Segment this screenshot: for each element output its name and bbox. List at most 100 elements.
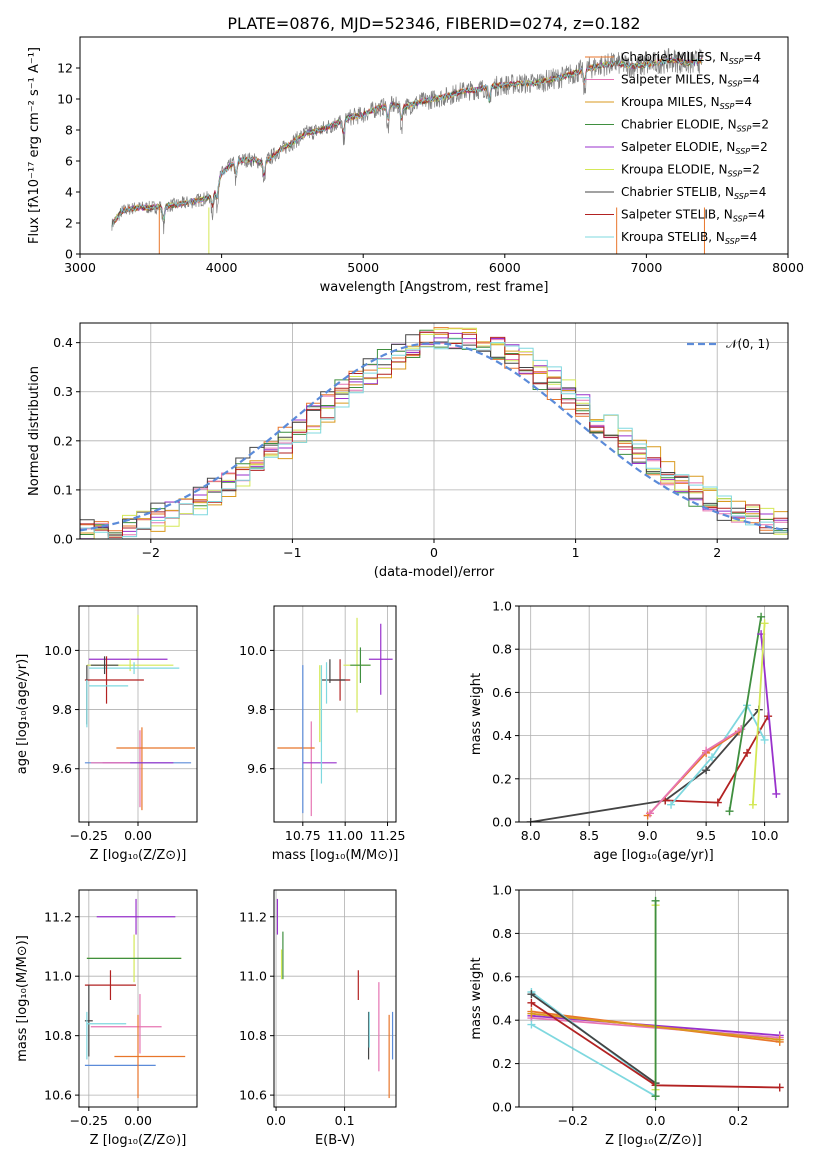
y-tick-label: 0.6 <box>492 969 512 984</box>
plus-marker <box>725 807 734 816</box>
axes-frame <box>78 889 198 1108</box>
plus-marker <box>527 1009 536 1018</box>
plot-area <box>111 48 705 254</box>
residual-histogram-panel: −2 −1 0 1 2 0.0 0.1 0.2 0.3 0.4 (data-model)/error… <box>27 322 789 580</box>
y-axis-label: Normed distribution <box>27 366 42 496</box>
x-tick-label: 0 <box>430 545 438 560</box>
x-tick-label: 11.25 <box>370 828 406 843</box>
plus-marker <box>713 798 722 807</box>
axes-frame <box>79 36 789 255</box>
plus-marker <box>748 800 757 809</box>
y-axis-label: mass weight <box>469 673 484 755</box>
axes-frame <box>518 889 789 1108</box>
y-tick-label: 10.8 <box>239 1028 267 1043</box>
series-line <box>752 623 766 805</box>
y-tick-label: 0.4 <box>53 335 73 350</box>
model-spectrum-line <box>111 57 703 228</box>
y-tick-label: 10.0 <box>239 643 267 658</box>
legend: Chabrier MILES, NSSP=4 Salpeter MILES, NS… <box>585 50 769 246</box>
plus-marker <box>760 619 769 628</box>
x-tick-label: 8.0 <box>521 828 541 843</box>
axes-frame <box>78 605 198 823</box>
y-tick-label: 1.0 <box>492 883 512 898</box>
age-weight-panel: 8.0 8.5 9.0 9.5 10.0 0.0 0.2 0.4 0.6 0.8 1.0 age [l… <box>469 599 789 863</box>
x-tick-label: 10.75 <box>285 828 321 843</box>
y-tick-label: 0 <box>65 247 73 262</box>
plus-marker <box>702 746 711 755</box>
series-line <box>670 703 766 806</box>
y-tick-label: 10.8 <box>44 1028 72 1043</box>
y-tick-label: 10.6 <box>239 1088 267 1103</box>
y-tick-label: 0.4 <box>492 728 512 743</box>
x-tick-label: 4000 <box>206 260 238 275</box>
metallicity-age-panel: −0.25 0.00 9.6 9.8 10.0 Z [log₁₀(Z/Z⊙)] age [l… <box>15 605 198 863</box>
x-tick-label: 1 <box>572 545 580 560</box>
legend-entry: Salpeter MILES, NSSP=4 <box>621 73 760 89</box>
series-line <box>647 730 740 817</box>
x-tick-label: 7000 <box>630 260 662 275</box>
x-tick-label: −0.25 <box>70 1113 108 1128</box>
y-tick-label: 12 <box>57 61 73 76</box>
y-tick-label: 9.6 <box>52 761 72 776</box>
x-tick-label: 9.5 <box>696 828 716 843</box>
y-tick-label: 2 <box>65 216 73 231</box>
metallicity-mass-panel: −0.25 0.00 10.6 10.8 11.0 11.2 Z [log₁₀(Z/Z⊙)]… <box>15 889 198 1148</box>
series-line <box>760 634 778 794</box>
x-tick-label: 0.0 <box>646 1113 666 1128</box>
legend-entry: Kroupa STELIB, NSSP=4 <box>621 230 757 246</box>
plus-marker <box>527 1020 536 1029</box>
plot-area <box>274 890 396 1107</box>
extinction-mass-panel: 0.0 0.1 10.6 10.8 11.0 11.2 E(B-V) <box>239 889 397 1148</box>
y-tick-label: 0.3 <box>53 384 73 399</box>
spectrum-panel: 3000 4000 5000 6000 7000 8000 0 2 4 6 8 10 12 wavelen… <box>27 36 804 295</box>
plot-area <box>79 890 197 1107</box>
plus-marker <box>526 818 535 822</box>
histogram-step <box>80 338 788 539</box>
legend-entry: Salpeter STELIB, NSSP=4 <box>621 208 765 224</box>
mass-age-panel: 10.75 11.00 11.25 9.6 9.8 10.0 mass [log₁₀(M/M… <box>239 605 406 863</box>
legend-entry: Chabrier ELODIE, NSSP=2 <box>621 118 769 134</box>
axes-frame <box>79 322 789 540</box>
y-tick-label: 9.8 <box>52 702 72 717</box>
x-axis-label: Z [log₁₀(Z/Z⊙)] <box>90 1133 187 1148</box>
x-tick-label: 11.00 <box>327 828 363 843</box>
x-axis-label: Z [log₁₀(Z/Z⊙)] <box>605 1133 702 1148</box>
y-tick-label: 11.2 <box>44 909 72 924</box>
y-tick-label: 0.2 <box>492 1056 512 1071</box>
x-tick-label: 3000 <box>64 260 96 275</box>
legend-entry: Kroupa ELODIE, NSSP=2 <box>621 163 760 179</box>
axes-frame <box>273 605 397 823</box>
normal-curve <box>80 342 788 532</box>
x-tick-label: −2 <box>142 545 160 560</box>
plus-marker <box>707 753 716 762</box>
x-tick-label: 8.5 <box>579 828 599 843</box>
x-tick-label: −0.2 <box>558 1113 588 1128</box>
y-tick-label: 10.6 <box>44 1088 72 1103</box>
y-tick-label: 10 <box>57 92 73 107</box>
y-tick-label: 8 <box>65 123 73 138</box>
legend-entry: Kroupa MILES, NSSP=4 <box>621 95 752 111</box>
x-tick-label: 0.00 <box>124 828 152 843</box>
plus-marker <box>772 789 781 798</box>
plus-marker <box>702 766 711 775</box>
x-axis-label: Z [log₁₀(Z/Z⊙)] <box>90 848 187 863</box>
series-line <box>728 616 762 812</box>
y-tick-label: 11.0 <box>44 969 72 984</box>
y-axis-label: Flux [fλ10⁻¹⁷ erg cm⁻² s⁻¹ A⁻¹] <box>27 47 42 244</box>
y-tick-label: 11.0 <box>239 969 267 984</box>
y-tick-label: 11.2 <box>239 909 267 924</box>
y-tick-label: 1.0 <box>492 599 512 614</box>
x-axis-label: wavelength [Angstrom, rest frame] <box>320 280 549 295</box>
metallicity-weight-panel: −0.2 0.0 0.2 0.0 0.2 0.4 0.6 0.8 1.0 Z [log₁₀(Z/Z… <box>469 883 789 1148</box>
model-spectrum-line <box>111 57 703 228</box>
plus-marker <box>760 735 769 744</box>
y-tick-label: 0.6 <box>492 685 512 700</box>
y-axis-label: mass [log₁₀(M/M⊙)] <box>15 935 30 1062</box>
figure-title: PLATE=0876, MJD=52346, FIBERID=0274, z=0… <box>227 14 640 33</box>
x-tick-label: 6000 <box>489 260 521 275</box>
x-tick-label: 2 <box>713 545 721 560</box>
series-line <box>530 709 760 822</box>
plus-marker <box>757 612 766 621</box>
x-axis-label: E(B-V) <box>315 1133 355 1148</box>
